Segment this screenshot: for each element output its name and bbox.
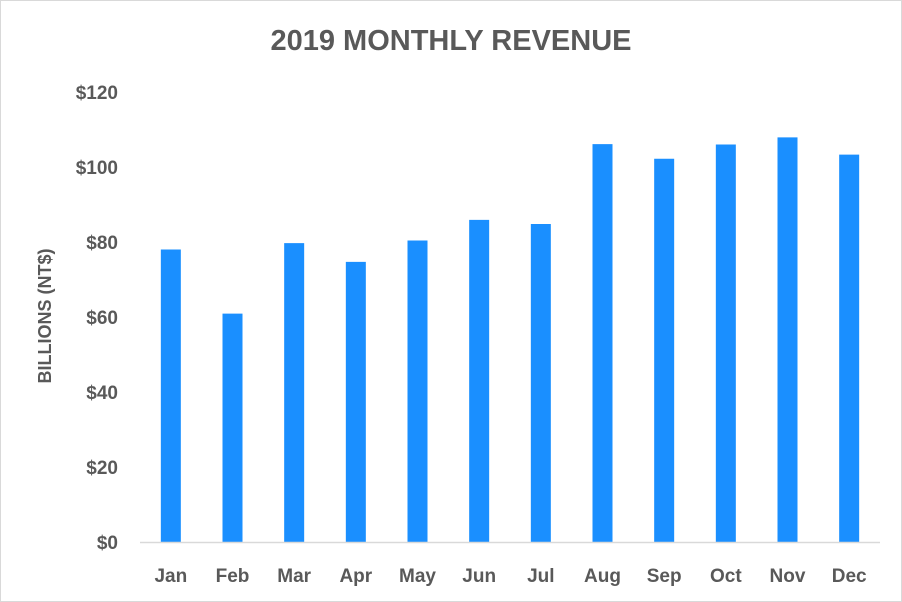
bar-apr (345, 261, 366, 542)
y-tick-label: $80 (86, 233, 118, 254)
bar-sep (654, 158, 675, 542)
bar-jun (469, 219, 490, 542)
x-axis-ticks: Jan Feb Mar Apr May Jun Jul Aug Sep Oct Nov Dec (154, 566, 867, 587)
bar-feb (222, 313, 243, 542)
bar-may (407, 240, 428, 542)
y-tick-label: $100 (76, 158, 118, 179)
bar-oct (715, 144, 736, 542)
bar-aug (592, 144, 613, 542)
chart-title: 2019 MONTHLY REVENUE (270, 25, 631, 57)
x-tick-label: May (399, 566, 436, 587)
x-tick-label: Jul (527, 566, 554, 587)
x-tick-label: Dec (832, 566, 867, 587)
bars (160, 137, 860, 542)
x-tick-label: Mar (277, 566, 311, 587)
x-tick-label: Oct (710, 566, 742, 587)
y-tick-label: $0 (97, 533, 118, 554)
y-tick-label: $60 (86, 308, 118, 329)
bar-jul (530, 224, 551, 542)
y-tick-label: $40 (86, 383, 118, 404)
x-tick-label: Jan (154, 566, 187, 587)
x-tick-label: Nov (770, 566, 806, 587)
x-tick-label: Aug (584, 566, 621, 587)
bar-dec (839, 154, 860, 542)
y-tick-label: $20 (86, 458, 118, 479)
y-axis-ticks: $0 $20 $40 $60 $80 $100 $120 (76, 83, 118, 554)
x-tick-label: Jun (462, 566, 496, 587)
x-tick-label: Feb (216, 566, 250, 587)
bar-mar (284, 243, 305, 542)
bar-jan (160, 249, 181, 542)
x-tick-label: Sep (647, 566, 682, 587)
bar-nov (777, 137, 798, 542)
x-tick-label: Apr (339, 566, 372, 587)
y-axis-label: BILLIONS (NT$) (35, 249, 55, 384)
y-tick-label: $120 (76, 83, 118, 104)
